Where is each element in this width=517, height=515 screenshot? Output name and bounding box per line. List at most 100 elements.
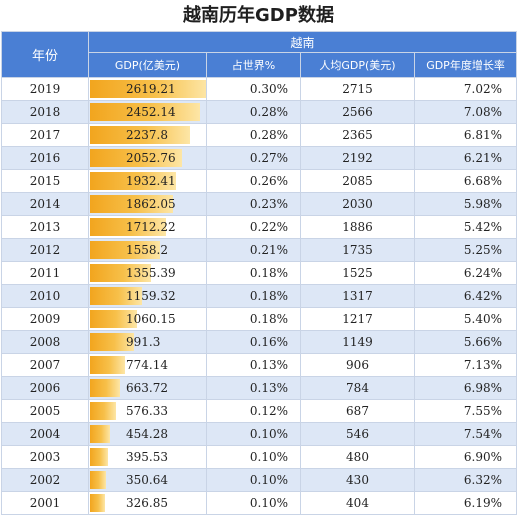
year-cell: 2009 bbox=[1, 307, 89, 331]
gdp-value: 2237.8 bbox=[126, 128, 168, 142]
year-cell: 2005 bbox=[1, 399, 89, 423]
gdp-cell: 2052.76 bbox=[88, 146, 207, 170]
gdp-cell: 1558.2 bbox=[88, 238, 207, 262]
gdp-data-bar bbox=[90, 379, 120, 397]
per-capita-cell: 1886 bbox=[300, 215, 415, 239]
world-share-cell: 0.10% bbox=[206, 422, 301, 446]
gdp-data-bar bbox=[90, 356, 125, 374]
gdp-value: 1862.05 bbox=[126, 197, 176, 211]
gdp-data-bar bbox=[90, 149, 182, 167]
world-share-cell: 0.18% bbox=[206, 284, 301, 308]
year-cell: 2014 bbox=[1, 192, 89, 216]
table-body: 2019 2619.21 0.30% 2715 7.02% 2018 2452.14 0.28… bbox=[1, 77, 517, 515]
gdp-value: 2452.14 bbox=[126, 105, 176, 119]
table-row: 2016 2052.76 0.27% 2192 6.21% bbox=[1, 146, 517, 170]
year-cell: 2015 bbox=[1, 169, 89, 193]
gdp-data-bar bbox=[90, 425, 110, 443]
gdp-cell: 2452.14 bbox=[88, 100, 207, 124]
per-capita-cell: 1149 bbox=[300, 330, 415, 354]
table-row: 2010 1159.32 0.18% 1317 6.42% bbox=[1, 284, 517, 308]
table-row: 2002 350.64 0.10% 430 6.32% bbox=[1, 468, 517, 492]
gdp-cell: 1159.32 bbox=[88, 284, 207, 308]
per-capita-cell: 784 bbox=[300, 376, 415, 400]
gdp-value: 576.33 bbox=[126, 404, 168, 418]
table-row: 2001 326.85 0.10% 404 6.19% bbox=[1, 491, 517, 515]
per-capita-cell: 2566 bbox=[300, 100, 415, 124]
per-capita-cell: 404 bbox=[300, 491, 415, 515]
world-share-cell: 0.23% bbox=[206, 192, 301, 216]
year-cell: 2008 bbox=[1, 330, 89, 354]
page-title: 越南历年GDP数据 bbox=[183, 5, 334, 26]
world-share-cell: 0.26% bbox=[206, 169, 301, 193]
growth-cell: 7.54% bbox=[413, 422, 517, 446]
year-cell: 2001 bbox=[1, 491, 89, 515]
gdp-data-bar bbox=[90, 172, 176, 190]
year-cell: 2010 bbox=[1, 284, 89, 308]
growth-cell: 6.19% bbox=[413, 491, 517, 515]
year-cell: 2018 bbox=[1, 100, 89, 124]
gdp-value: 454.28 bbox=[126, 427, 168, 441]
gdp-cell: 1862.05 bbox=[88, 192, 207, 216]
gdp-value: 1159.32 bbox=[126, 289, 176, 303]
gdp-cell: 1060.15 bbox=[88, 307, 207, 331]
growth-cell: 6.98% bbox=[413, 376, 517, 400]
gdp-cell: 576.33 bbox=[88, 399, 207, 423]
table-row: 2015 1932.41 0.26% 2085 6.68% bbox=[1, 169, 517, 193]
year-cell: 2016 bbox=[1, 146, 89, 170]
growth-cell: 7.55% bbox=[413, 399, 517, 423]
year-column-header: 年份 bbox=[1, 31, 89, 78]
table-row: 2006 663.72 0.13% 784 6.98% bbox=[1, 376, 517, 400]
gdp-data-bar bbox=[90, 126, 190, 144]
table-row: 2019 2619.21 0.30% 2715 7.02% bbox=[1, 77, 517, 101]
per-capita-cell: 1525 bbox=[300, 261, 415, 285]
table-row: 2007 774.14 0.13% 906 7.13% bbox=[1, 353, 517, 377]
world-share-cell: 0.12% bbox=[206, 399, 301, 423]
per-capita-cell: 480 bbox=[300, 445, 415, 469]
gdp-data-bar bbox=[90, 494, 105, 512]
table-row: 2013 1712.22 0.22% 1886 5.42% bbox=[1, 215, 517, 239]
per-capita-cell: 2030 bbox=[300, 192, 415, 216]
growth-cell: 5.25% bbox=[413, 238, 517, 262]
per-capita-column-header: 人均GDP(美元) bbox=[300, 52, 415, 78]
gdp-data-bar bbox=[90, 264, 151, 282]
growth-cell: 5.98% bbox=[413, 192, 517, 216]
gdp-data-bar bbox=[90, 471, 106, 489]
growth-column-header: GDP年度增长率 bbox=[413, 52, 517, 78]
gdp-cell: 663.72 bbox=[88, 376, 207, 400]
growth-cell: 6.21% bbox=[413, 146, 517, 170]
world-share-cell: 0.28% bbox=[206, 100, 301, 124]
gdp-value: 2619.21 bbox=[126, 82, 176, 96]
world-share-cell: 0.13% bbox=[206, 353, 301, 377]
growth-cell: 7.13% bbox=[413, 353, 517, 377]
gdp-value: 1060.15 bbox=[126, 312, 176, 326]
world-share-cell: 0.18% bbox=[206, 307, 301, 331]
per-capita-cell: 546 bbox=[300, 422, 415, 446]
year-cell: 2013 bbox=[1, 215, 89, 239]
per-capita-cell: 2715 bbox=[300, 77, 415, 101]
year-cell: 2011 bbox=[1, 261, 89, 285]
world-share-cell: 0.28% bbox=[206, 123, 301, 147]
per-capita-cell: 430 bbox=[300, 468, 415, 492]
gdp-cell: 1355.39 bbox=[88, 261, 207, 285]
gdp-data-bar bbox=[90, 195, 173, 213]
year-cell: 2017 bbox=[1, 123, 89, 147]
gdp-value: 1558.2 bbox=[126, 243, 168, 257]
growth-cell: 6.24% bbox=[413, 261, 517, 285]
year-cell: 2002 bbox=[1, 468, 89, 492]
per-capita-cell: 2365 bbox=[300, 123, 415, 147]
gdp-cell: 991.3 bbox=[88, 330, 207, 354]
per-capita-cell: 906 bbox=[300, 353, 415, 377]
world-share-cell: 0.30% bbox=[206, 77, 301, 101]
growth-cell: 6.90% bbox=[413, 445, 517, 469]
gdp-value: 1932.41 bbox=[126, 174, 176, 188]
growth-cell: 7.08% bbox=[413, 100, 517, 124]
gdp-value: 1355.39 bbox=[126, 266, 176, 280]
table-row: 2005 576.33 0.12% 687 7.55% bbox=[1, 399, 517, 423]
gdp-cell: 2619.21 bbox=[88, 77, 207, 101]
per-capita-cell: 1735 bbox=[300, 238, 415, 262]
gdp-cell: 1712.22 bbox=[88, 215, 207, 239]
table-row: 2011 1355.39 0.18% 1525 6.24% bbox=[1, 261, 517, 285]
growth-cell: 5.66% bbox=[413, 330, 517, 354]
per-capita-cell: 1217 bbox=[300, 307, 415, 331]
gdp-data-bar bbox=[90, 218, 166, 236]
